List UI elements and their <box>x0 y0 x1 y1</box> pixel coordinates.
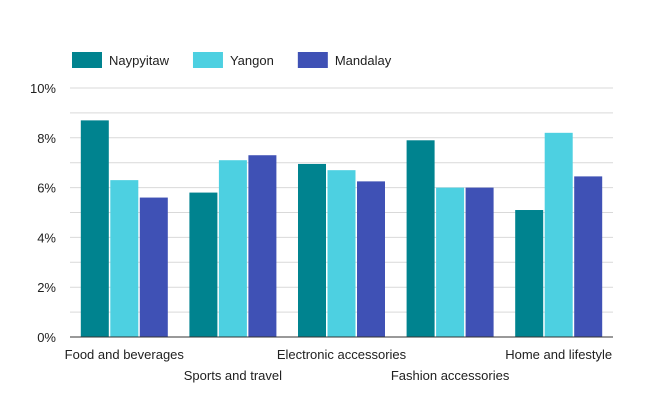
bar-naypyitaw-electronic-accessories <box>298 163 326 337</box>
legend-label-mandalay: Mandalay <box>335 53 392 68</box>
x-tick-label: Sports and travel <box>184 368 282 383</box>
bar-yangon-electronic-accessories <box>327 170 356 337</box>
legend: Naypyitaw Yangon Mandalay <box>72 52 392 68</box>
y-tick-label: 10% <box>30 81 56 96</box>
bar-naypyitaw-home-and-lifestyle <box>515 210 544 337</box>
x-axis-ticks: Food and beverages Sports and travel Elect… <box>65 347 613 383</box>
legend-swatch-naypyitaw <box>72 52 102 68</box>
y-tick-label: 8% <box>37 131 56 146</box>
y-tick-label: 2% <box>37 280 56 295</box>
bar-yangon-home-and-lifestyle <box>544 132 573 337</box>
legend-label-yangon: Yangon <box>230 53 274 68</box>
bar-naypyitaw-food-and-beverages <box>80 120 109 338</box>
y-tick-label: 4% <box>37 230 56 245</box>
bar-mandalay-home-and-lifestyle <box>574 176 603 337</box>
legend-swatch-yangon <box>192 52 223 68</box>
bar-mandalay-electronic-accessories <box>357 181 385 337</box>
x-tick-label: Home and lifestyle <box>505 347 612 362</box>
x-tick-label: Food and beverages <box>65 347 185 362</box>
bar-mandalay-fashion-accessories <box>465 187 494 337</box>
bar-mandalay-food-and-beverages <box>139 197 168 337</box>
y-axis-ticks: 0% 2% 4% 6% 8% 10% <box>30 81 56 345</box>
bar-yangon-sports-and-travel <box>218 160 247 337</box>
bar-yangon-fashion-accessories <box>436 187 465 337</box>
bar-naypyitaw-fashion-accessories <box>406 140 435 337</box>
legend-swatch-mandalay <box>297 52 328 68</box>
x-tick-label: Fashion accessories <box>391 368 510 383</box>
x-tick-label: Electronic accessories <box>277 347 407 362</box>
legend-label-naypyitaw: Naypyitaw <box>109 53 170 68</box>
bars <box>80 120 603 338</box>
bar-mandalay-sports-and-travel <box>248 155 277 337</box>
bar-yangon-food-and-beverages <box>110 180 139 337</box>
y-tick-label: 0% <box>37 330 56 345</box>
y-tick-label: 6% <box>37 181 56 196</box>
bar-naypyitaw-sports-and-travel <box>189 192 218 337</box>
